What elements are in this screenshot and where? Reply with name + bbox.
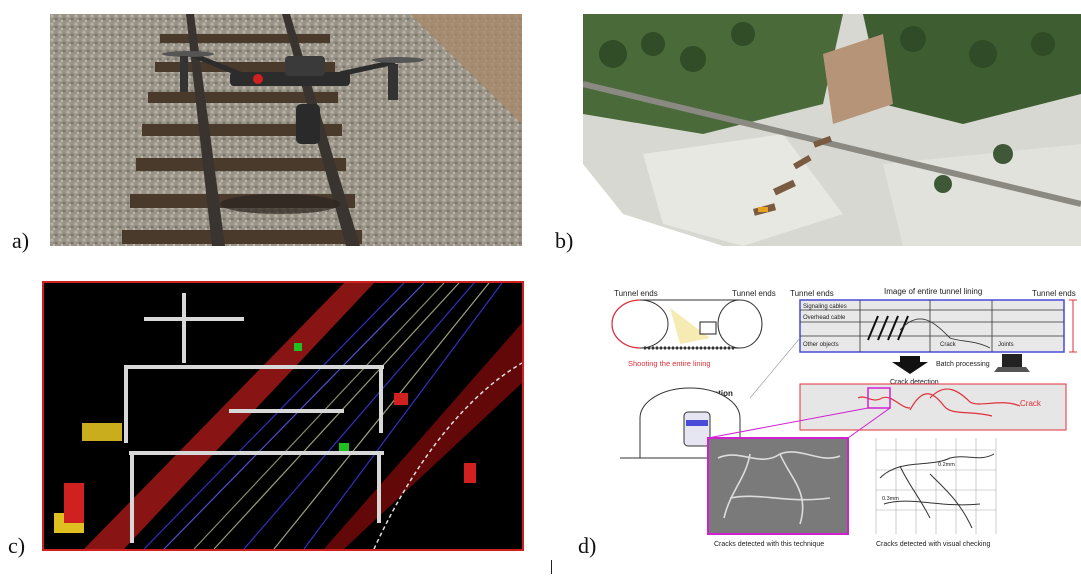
- text-joints: Joints: [998, 342, 1014, 348]
- laptop-icon: [994, 354, 1030, 372]
- text-batch-processing: Batch processing: [936, 361, 990, 368]
- zoom-crack-photo: [707, 437, 849, 535]
- drone-track-illustration: [50, 14, 522, 246]
- text-caption-right: Cracks detected with visual checking: [876, 541, 990, 548]
- panel-label-c: c): [8, 533, 26, 558]
- text-crack-1: Crack: [940, 342, 957, 348]
- panel-c-cad-model: [42, 281, 524, 551]
- text-tunnel-ends-r2: Tunnel ends: [1032, 289, 1076, 298]
- separator-tick: [551, 560, 552, 574]
- text-image-title: Image of entire tunnel lining: [884, 287, 982, 296]
- text-crack-detection: Crack detection: [890, 379, 939, 386]
- text-measure-2: 0.3mm: [882, 496, 899, 502]
- panel-b-3d-reconstruction: [583, 14, 1081, 246]
- panel-a-drone-photo: [50, 14, 522, 246]
- panel-label-d: d): [578, 533, 597, 558]
- text-tunnel-ends-l2: Tunnel ends: [790, 289, 834, 298]
- tunnel-lining-image: [799, 299, 1065, 353]
- process-arrow-icon: [892, 356, 928, 374]
- text-tunnel-ends-r1: Tunnel ends: [732, 289, 776, 298]
- panel-label-a: a): [12, 228, 30, 253]
- text-signaling-cables: Signaling cables: [803, 304, 847, 310]
- panel-d-tunnel-diagram: Tunnel ends Tunnel ends Shooting the ent…: [600, 278, 1081, 558]
- text-measure-1: 0.2mm: [938, 462, 955, 468]
- text-caption-left: Cracks detected with this technique: [714, 541, 824, 548]
- catenary-wireframe: [44, 283, 522, 549]
- text-overhead-cable: Overhead cable: [803, 315, 846, 321]
- text-crack-2: Crack: [1020, 399, 1042, 408]
- drone-icon: [162, 51, 424, 144]
- text-tunnel-ends-l1: Tunnel ends: [614, 289, 658, 298]
- tunnel-crack-diagram: Tunnel ends Tunnel ends Shooting the ent…: [611, 287, 1077, 548]
- text-shooting: Shooting the entire lining: [628, 359, 711, 368]
- text-other-objects: Other objects: [803, 342, 839, 348]
- panel-label-b: b): [555, 228, 574, 253]
- terrain-reconstruction: [583, 14, 1081, 246]
